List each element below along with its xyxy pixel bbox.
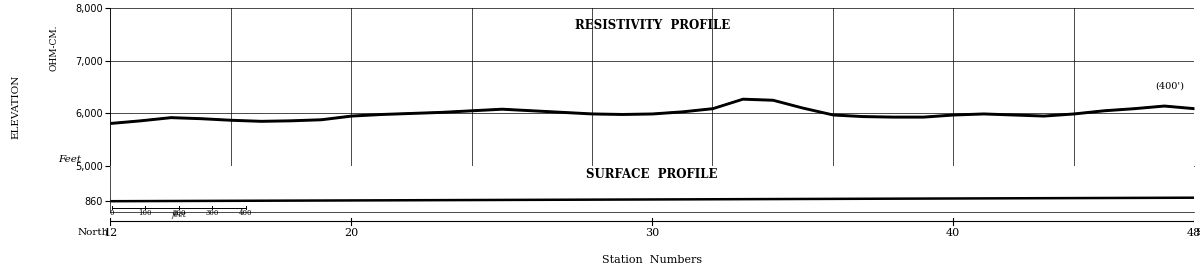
Text: Station  Numbers: Station Numbers (602, 255, 702, 265)
Text: 20: 20 (344, 228, 359, 238)
Text: OHM-CM.: OHM-CM. (49, 24, 59, 71)
Text: SURFACE  PROFILE: SURFACE PROFILE (587, 168, 718, 181)
Text: South: South (1195, 228, 1200, 237)
Text: Feet: Feet (59, 155, 82, 164)
Text: 48: 48 (1187, 228, 1200, 238)
Text: RESISTIVITY  PROFILE: RESISTIVITY PROFILE (575, 19, 730, 32)
Text: 400: 400 (239, 209, 252, 217)
Text: (400'): (400') (1156, 81, 1184, 91)
Text: North: North (78, 228, 109, 237)
Text: 300: 300 (205, 209, 220, 217)
Text: 30: 30 (646, 228, 659, 238)
Text: 40: 40 (946, 228, 960, 238)
Text: 0: 0 (109, 209, 114, 217)
Text: 100: 100 (139, 209, 152, 217)
Text: ELEVATION: ELEVATION (11, 75, 20, 139)
Text: feet: feet (172, 211, 186, 219)
Text: 12: 12 (103, 228, 118, 238)
Text: 200: 200 (172, 209, 186, 217)
